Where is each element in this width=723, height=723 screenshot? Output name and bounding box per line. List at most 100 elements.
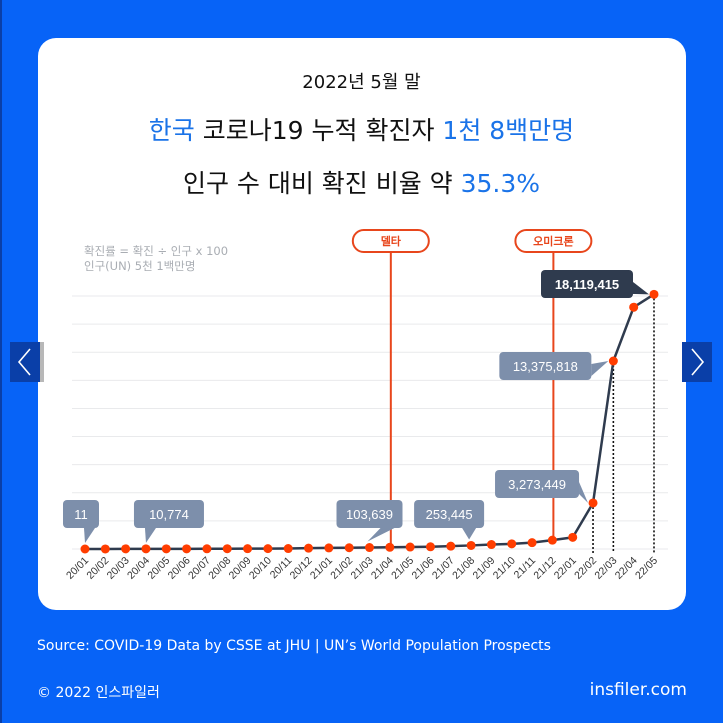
chart-subtitle: 2022년 5월 말 xyxy=(302,72,421,93)
variant-badge xyxy=(351,229,430,253)
data-point xyxy=(324,543,334,553)
x-tick-label: 21/02 xyxy=(328,555,355,582)
note-population: 인구(UN) 5천 1백만명 xyxy=(84,259,196,273)
data-point xyxy=(344,543,354,553)
next-slide-button[interactable] xyxy=(682,342,712,382)
x-tick-label: 20/05 xyxy=(145,555,172,582)
variant-label: 오미크론 xyxy=(533,234,573,248)
x-tick-label: 22/03 xyxy=(592,555,619,582)
headline-topic: 코로나19 누적 확진자 xyxy=(194,116,443,145)
x-tick-label: 20/08 xyxy=(206,555,233,582)
copyright: © 2022 인스파일러 xyxy=(37,685,160,701)
callout-box xyxy=(495,470,580,498)
data-point xyxy=(202,544,212,554)
x-tick-label: 20/01 xyxy=(64,555,91,582)
x-tick-label: 20/06 xyxy=(166,555,193,582)
x-axis-ticks: 20/0120/0220/0320/0420/0520/0620/0720/08… xyxy=(64,555,660,582)
x-tick-label: 20/03 xyxy=(105,555,132,582)
variant-badge xyxy=(514,229,593,253)
callout-box xyxy=(336,500,403,528)
x-tick-label: 20/02 xyxy=(84,555,111,582)
prev-slide-button[interactable] xyxy=(10,342,40,382)
callout-label: 13,375,818 xyxy=(513,359,578,374)
data-point xyxy=(141,544,151,554)
x-tick-label: 20/12 xyxy=(288,555,315,582)
callout-label: 10,774 xyxy=(149,507,189,522)
callout-label: 3,273,449 xyxy=(508,477,566,492)
data-point xyxy=(182,544,192,554)
x-tick-label: 21/10 xyxy=(491,555,518,582)
data-point xyxy=(466,540,476,550)
callout-tail xyxy=(462,528,477,540)
data-point xyxy=(608,356,618,366)
callout-box xyxy=(414,500,485,528)
x-tick-label: 20/04 xyxy=(125,555,152,582)
callout-tail xyxy=(367,528,395,542)
x-tick-label: 20/09 xyxy=(227,555,254,582)
data-point xyxy=(263,544,273,554)
site-link[interactable]: insfiler.com xyxy=(589,680,687,700)
chart-headline: 한국 코로나19 누적 확진자 1천 8백만명 xyxy=(0,111,723,147)
x-tick-label: 22/04 xyxy=(613,555,640,582)
drop-lines xyxy=(592,294,655,553)
callout-tail xyxy=(144,528,156,543)
callout-box xyxy=(541,270,633,298)
variant-annotations: 델타 오미크론 xyxy=(351,229,593,548)
x-tick-label: 21/08 xyxy=(450,555,477,582)
data-point xyxy=(121,544,131,554)
chevron-left-icon xyxy=(17,348,31,376)
data-point xyxy=(527,538,537,548)
x-tick-label: 21/12 xyxy=(531,555,558,582)
x-tick-label: 21/03 xyxy=(349,555,376,582)
data-point xyxy=(547,535,557,545)
headline-country: 한국 xyxy=(148,116,195,145)
headline-value: 1천 8백만명 xyxy=(442,116,575,145)
data-point xyxy=(243,544,253,554)
data-point xyxy=(222,544,232,554)
chart-note: 확진률 = 확진 ÷ 인구 x 100 인구(UN) 5천 1백만명 xyxy=(84,244,228,274)
data-point xyxy=(304,543,314,553)
variant-label: 델타 xyxy=(381,234,402,248)
x-tick-label: 21/06 xyxy=(410,555,437,582)
x-tick-label: 22/02 xyxy=(572,555,599,582)
data-point xyxy=(80,544,90,554)
ratio-value: 35.3% xyxy=(460,169,541,198)
x-tick-label: 21/01 xyxy=(308,555,335,582)
callout-tail xyxy=(84,528,95,543)
ratio-text: 인구 수 대비 확진 비율 약 xyxy=(182,169,461,198)
data-point xyxy=(385,542,395,552)
callout-label: 11 xyxy=(74,507,88,522)
data-point xyxy=(649,289,659,299)
data-point xyxy=(588,498,598,508)
callout-label: 103,639 xyxy=(346,507,393,522)
data-point xyxy=(283,544,293,554)
data-point xyxy=(425,542,435,552)
callout-box xyxy=(499,352,592,380)
data-point xyxy=(446,541,456,551)
data-point xyxy=(161,544,171,554)
data-callouts: 11 10,774 103,639 253,445 3,273,449 13,375,81… xyxy=(63,270,649,543)
x-tick-label: 21/09 xyxy=(470,555,497,582)
x-tick-label: 21/07 xyxy=(430,555,457,582)
nav-shadow xyxy=(40,342,44,382)
chevron-right-icon xyxy=(691,348,705,376)
data-point xyxy=(568,532,578,542)
x-tick-label: 21/04 xyxy=(369,555,396,582)
x-tick-label: 22/01 xyxy=(552,555,579,582)
ratio-line: 인구 수 대비 확진 비율 약 35.3% xyxy=(0,164,723,200)
x-tick-label: 22/05 xyxy=(633,555,660,582)
x-tick-label: 21/05 xyxy=(389,555,416,582)
note-formula: 확진률 = 확진 ÷ 인구 x 100 xyxy=(84,244,229,258)
callout-tail xyxy=(633,282,649,295)
frame-edge xyxy=(0,0,2,723)
data-points xyxy=(80,289,659,554)
data-point xyxy=(100,544,110,554)
x-tick-label: 20/07 xyxy=(186,555,213,582)
callout-box xyxy=(133,500,204,528)
data-point xyxy=(405,542,415,552)
source-credit: Source: COVID-19 Data by CSSE at JHU | U… xyxy=(37,638,551,654)
callout-tail xyxy=(591,360,609,376)
callout-tail xyxy=(579,482,589,503)
data-point xyxy=(365,543,374,553)
